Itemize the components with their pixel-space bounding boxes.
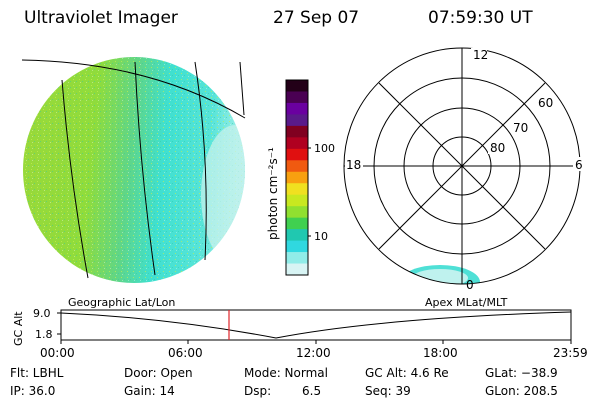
colorbar-tick-100: 100 — [314, 142, 335, 155]
colorbar-band — [286, 160, 308, 173]
polar-label-dawn: 6 — [575, 158, 583, 172]
info-dsp: Dsp: — [244, 384, 272, 398]
info-flt: Flt: LBHL — [10, 366, 64, 380]
colorbar-label: photon cm⁻²s⁻¹ — [266, 147, 280, 240]
polar-ring-label-70: 70 — [513, 121, 528, 135]
colorbar-band — [286, 229, 308, 242]
colorbar-band — [286, 206, 308, 219]
altitude-curve — [60, 311, 572, 339]
info-glat: GLat: −38.9 — [485, 366, 558, 380]
polar-ring-label-60: 60 — [538, 96, 553, 110]
timeline-y-label: GC Alt — [12, 311, 25, 346]
timeline-x-tick: 12:00 — [296, 346, 331, 360]
colorbar-band — [286, 148, 308, 161]
timeline-x-tick: 18:00 — [423, 346, 458, 360]
timeline-left-title: Geographic Lat/Lon — [68, 296, 175, 309]
timeline-y-tick-max: 9.0 — [33, 307, 51, 320]
polar-label-midnight: 0 — [466, 278, 474, 292]
colorbar-tick-10: 10 — [314, 230, 328, 243]
timeline-x-tick: 06:00 — [168, 346, 203, 360]
colorbar — [286, 80, 308, 276]
colorbar-band — [286, 125, 308, 138]
colorbar-band — [286, 217, 308, 230]
info-ip: IP: 36.0 — [10, 384, 56, 398]
info-seq: Seq: 39 — [365, 384, 411, 398]
geographic-grid — [21, 59, 246, 279]
info-gain: Gain: 14 — [124, 384, 175, 398]
info-glon: GLon: 208.5 — [485, 384, 558, 398]
info-gc-alt: GC Alt: 4.6 Re — [365, 366, 449, 380]
timeline-y-tick-min: 1.8 — [35, 328, 53, 341]
timeline-panel: GC Alt 9.0 1.8 Geographic Lat/Lon Apex M… — [12, 296, 588, 360]
colorbar-band — [286, 263, 308, 276]
colorbar-band — [286, 171, 308, 184]
info-mode: Mode: Normal — [244, 366, 328, 380]
polar-label-noon: 12 — [473, 48, 488, 62]
colorbar-band — [286, 183, 308, 196]
timeline-x-tick: 23:59 — [553, 346, 588, 360]
colorbar-band — [286, 114, 308, 127]
info-dsp-value: 6.5 — [302, 384, 322, 398]
timeline-right-title: Apex MLat/MLT — [425, 296, 508, 309]
timeline-x-tick: 00:00 — [40, 346, 75, 360]
earth-disk-image — [23, 57, 245, 283]
colorbar-band — [286, 102, 308, 115]
colorbar-band — [286, 252, 308, 265]
colorbar-band — [286, 80, 308, 92]
instrument-title: Ultraviolet Imager — [24, 8, 178, 28]
colorbar-band — [286, 194, 308, 207]
polar-ring-label-80: 80 — [490, 141, 505, 155]
colorbar-band — [286, 91, 308, 104]
colorbar-band — [286, 240, 308, 253]
time-label: 07:59:30 UT — [428, 8, 533, 28]
polar-plot: 12 60 70 80 18 6 0 — [343, 47, 583, 292]
timeline-frame — [60, 309, 572, 341]
colorbar-frame — [285, 79, 309, 276]
polar-label-dusk: 18 — [346, 158, 361, 172]
date-label: 27 Sep 07 — [273, 8, 360, 28]
colorbar-band — [286, 137, 308, 150]
info-door: Door: Open — [124, 366, 193, 380]
